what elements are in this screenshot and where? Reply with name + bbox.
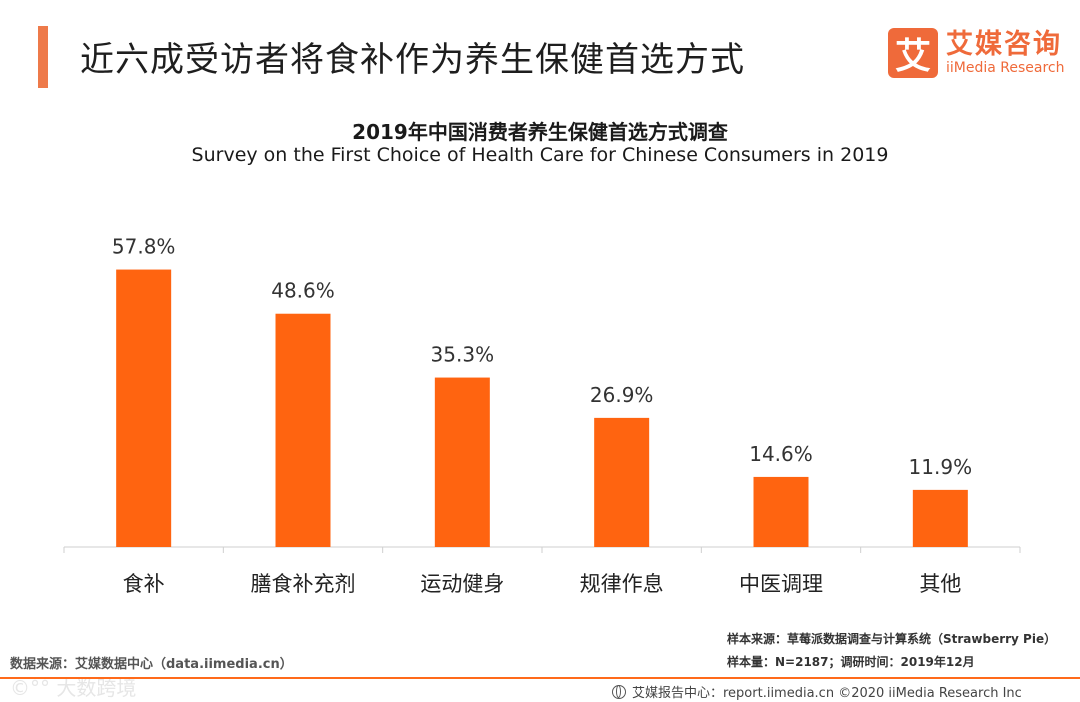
globe-icon	[612, 684, 626, 699]
x-tick-label: 规律作息	[580, 572, 664, 596]
data-label: 48.6%	[271, 279, 335, 303]
data-source-note: 数据来源：艾媒数据中心（data.iimedia.cn）	[10, 657, 293, 672]
data-label: 57.8%	[112, 235, 176, 259]
sample-source-note: 样本来源：草莓派数据调查与计算系统（Strawberry Pie）	[727, 632, 1057, 646]
data-label: 35.3%	[431, 343, 495, 367]
x-tick-label: 膳食补充剂	[251, 572, 356, 596]
iimedia-logo: 艾 艾媒咨询 iiMedia Research	[888, 28, 1065, 78]
logo-mark-icon: 艾	[888, 28, 938, 78]
chart-subtitle: Survey on the First Choice of Health Car…	[191, 144, 889, 166]
footer-divider	[0, 677, 1080, 679]
data-label: 14.6%	[749, 442, 813, 466]
chart-title: 2019年中国消费者养生保健首选方式调查	[352, 120, 728, 144]
data-label: 26.9%	[590, 383, 654, 407]
bar	[753, 476, 809, 547]
bar	[116, 269, 172, 547]
logo-english-name: iiMedia Research	[946, 60, 1065, 76]
x-tick-label: 中医调理	[739, 572, 823, 596]
title-accent-bar	[38, 26, 48, 88]
bar	[275, 313, 331, 547]
page-title: 近六成受访者将食补作为养生保健首选方式	[80, 40, 745, 80]
footer-credit: 艾媒报告中心：report.iimedia.cn ©2020 iiMedia R…	[612, 682, 1022, 701]
data-label: 11.9%	[909, 455, 973, 479]
x-tick-label: 运动健身	[420, 572, 504, 596]
bar	[594, 417, 650, 547]
bar-chart: 57.8% 食补 48.6% 膳食补充剂 35.3% 运动健身 26.9% 规律作息 14.6%…	[63, 235, 1021, 596]
watermark: ©°° 大数跨境	[10, 676, 137, 700]
bar	[912, 489, 968, 547]
x-tick-label: 其他	[919, 572, 961, 596]
x-tick-label: 食补	[123, 572, 165, 596]
logo-chinese-name: 艾媒咨询	[946, 29, 1062, 60]
bar	[434, 377, 490, 547]
sample-size-note: 样本量：N=2187；调研时间：2019年12月	[727, 655, 975, 669]
footer-text: 艾媒报告中心：report.iimedia.cn ©2020 iiMedia R…	[632, 686, 1022, 701]
